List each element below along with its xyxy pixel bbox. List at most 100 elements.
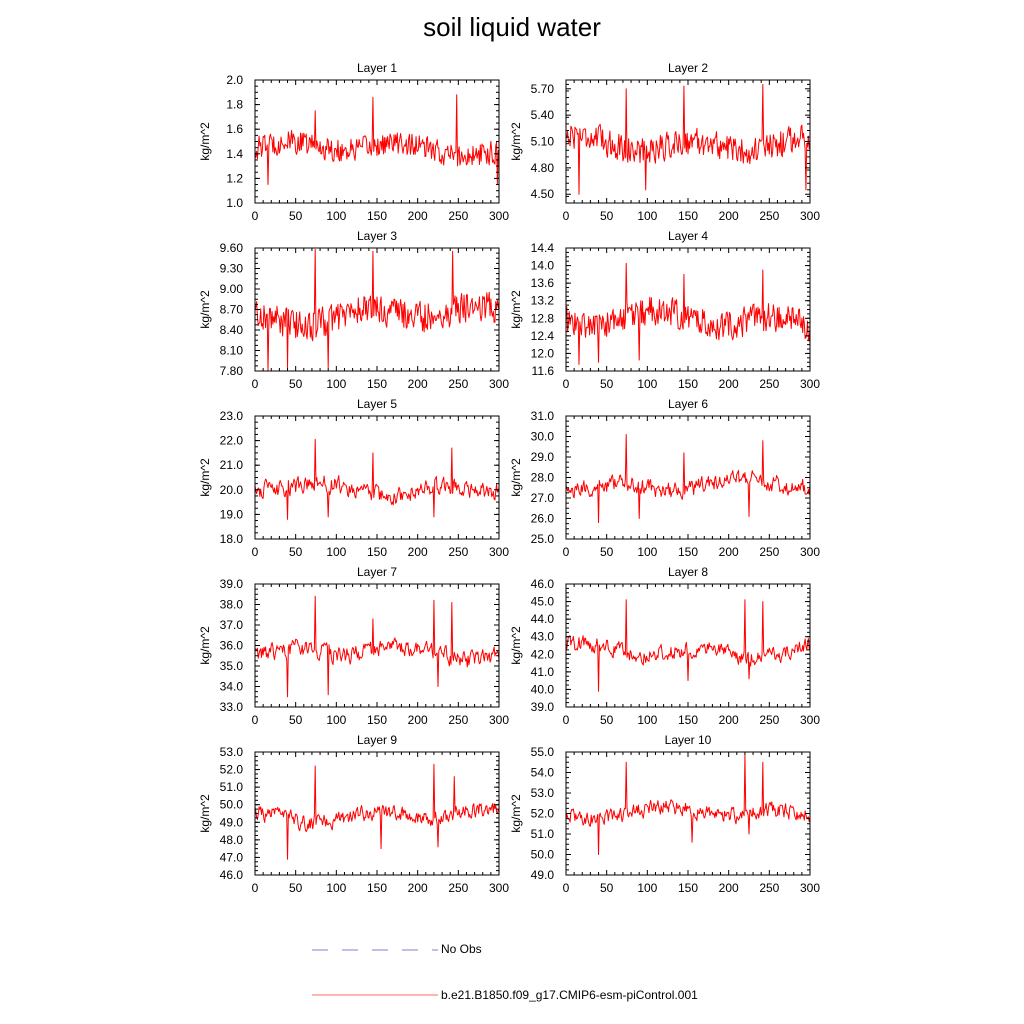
plot-frame <box>254 415 500 540</box>
y-tick-label: 1.4 <box>226 147 243 161</box>
panel-title: Layer 3 <box>357 229 397 243</box>
x-tick-label: 300 <box>800 881 820 895</box>
y-tick-label: 19.0 <box>220 507 244 521</box>
x-tick-label: 50 <box>289 881 303 895</box>
y-tick-label: 5.70 <box>531 82 555 96</box>
y-tick-label: 28.0 <box>531 471 555 485</box>
y-tick-label: 8.10 <box>220 344 244 358</box>
x-tick-label: 300 <box>800 209 820 223</box>
y-tick-label: 54.0 <box>531 766 555 780</box>
y-tick-label: 14.4 <box>531 241 555 255</box>
x-tick-label: 50 <box>289 377 303 391</box>
series-line <box>565 599 811 692</box>
x-tick-label: 100 <box>326 713 346 727</box>
y-tick-label: 5.10 <box>531 135 555 149</box>
y-tick-label: 26.0 <box>531 512 555 526</box>
y-tick-label: 1.0 <box>226 196 243 210</box>
y-tick-label: 11.6 <box>532 364 555 378</box>
y-tick-label: 36.0 <box>220 639 244 653</box>
x-tick-label: 250 <box>759 881 779 895</box>
y-tick-label: 8.40 <box>220 323 244 337</box>
y-tick-label: 13.2 <box>531 294 555 308</box>
x-tick-label: 200 <box>408 881 428 895</box>
series-line <box>254 438 500 520</box>
y-axis-label: kg/m^2 <box>509 794 523 833</box>
panel-title: Layer 5 <box>357 397 397 411</box>
y-tick-label: 38.0 <box>220 598 244 612</box>
y-tick-label: 12.4 <box>531 329 555 343</box>
series-line <box>254 595 500 698</box>
y-tick-label: 13.6 <box>531 276 555 290</box>
y-tick-label: 55.0 <box>531 745 555 759</box>
panel-layer-3: 0 50 100 150 200 250 300 7.80 8.10 8.40 8.70 9.00 9.… <box>198 229 509 391</box>
y-tick-label: 12.0 <box>531 346 555 360</box>
series-line <box>565 433 811 524</box>
series-line <box>565 753 811 855</box>
x-tick-label: 0 <box>563 713 570 727</box>
y-tick-label: 1.8 <box>226 98 243 112</box>
x-tick-label: 250 <box>759 545 779 559</box>
y-tick-label: 31.0 <box>531 409 555 423</box>
x-tick-label: 0 <box>563 377 570 391</box>
figure-title: soil liquid water <box>423 12 601 42</box>
x-tick-label: 100 <box>326 209 346 223</box>
x-tick-label: 100 <box>326 545 346 559</box>
x-tick-label: 300 <box>489 377 509 391</box>
series-line <box>565 83 811 195</box>
y-tick-label: 18.0 <box>220 532 244 546</box>
legend-obs-line <box>312 949 438 951</box>
panel-layer-10: 0 50 100 150 200 250 300 49.0 50.0 51.0 52.0 53.0 54… <box>509 733 820 895</box>
x-tick-label: 250 <box>759 377 779 391</box>
x-tick-label: 0 <box>252 713 259 727</box>
y-axis-label: kg/m^2 <box>198 458 212 497</box>
panel-title: Layer 4 <box>668 229 708 243</box>
x-tick-label: 50 <box>289 545 303 559</box>
x-tick-label: 150 <box>367 377 387 391</box>
panel-layer-9: 0 50 100 150 200 250 300 46.0 47.0 48.0 49.0 50.0 51… <box>198 733 509 895</box>
y-tick-label: 5.40 <box>531 108 555 122</box>
panel-title: Layer 6 <box>668 397 708 411</box>
panel-layer-5: 0 50 100 150 200 250 300 18.0 19.0 20.0 21.0 22.0 23… <box>198 397 509 559</box>
y-tick-label: 4.50 <box>531 187 555 201</box>
x-tick-label: 300 <box>800 545 820 559</box>
y-tick-label: 44.0 <box>531 612 555 626</box>
x-tick-label: 0 <box>563 209 570 223</box>
x-tick-label: 100 <box>637 377 657 391</box>
panel-layer-6: 0 50 100 150 200 250 300 25.0 26.0 27.0 28.0 29.0 30… <box>509 397 820 559</box>
y-axis-label: kg/m^2 <box>198 794 212 833</box>
y-tick-label: 39.0 <box>220 577 244 591</box>
x-tick-label: 0 <box>252 545 259 559</box>
x-tick-label: 150 <box>678 545 698 559</box>
x-tick-label: 200 <box>719 713 739 727</box>
panel-layer-1: 0 50 100 150 200 250 300 1.0 1.2 1.4 1.6 1.8 2.0 Laye… <box>198 61 509 223</box>
x-tick-label: 250 <box>448 881 468 895</box>
series-line <box>254 94 500 186</box>
y-axis-label: kg/m^2 <box>509 626 523 665</box>
plot-frame <box>254 583 500 708</box>
y-tick-label: 30.0 <box>531 430 555 444</box>
y-tick-label: 52.0 <box>531 807 555 821</box>
x-tick-label: 50 <box>600 881 614 895</box>
x-tick-label: 300 <box>489 209 509 223</box>
y-tick-label: 43.0 <box>531 630 555 644</box>
x-tick-label: 150 <box>367 209 387 223</box>
y-tick-label: 40.0 <box>531 682 555 696</box>
x-tick-label: 300 <box>489 713 509 727</box>
x-tick-label: 150 <box>678 713 698 727</box>
x-tick-label: 150 <box>678 209 698 223</box>
y-axis-label: kg/m^2 <box>509 290 523 329</box>
panel-layer-2: 0 50 100 150 200 250 300 4.50 4.80 5.10 5.40 5.70 La… <box>509 61 820 223</box>
y-tick-label: 49.0 <box>531 868 555 882</box>
x-tick-label: 100 <box>637 881 657 895</box>
y-tick-label: 27.0 <box>531 491 555 505</box>
panel-title: Layer 10 <box>665 733 712 747</box>
y-tick-label: 51.0 <box>220 780 244 794</box>
x-tick-label: 100 <box>637 545 657 559</box>
y-tick-label: 48.0 <box>220 833 244 847</box>
legend-model-line <box>312 994 438 996</box>
x-tick-label: 50 <box>600 209 614 223</box>
y-tick-label: 53.0 <box>531 786 555 800</box>
y-axis-label: kg/m^2 <box>198 122 212 161</box>
